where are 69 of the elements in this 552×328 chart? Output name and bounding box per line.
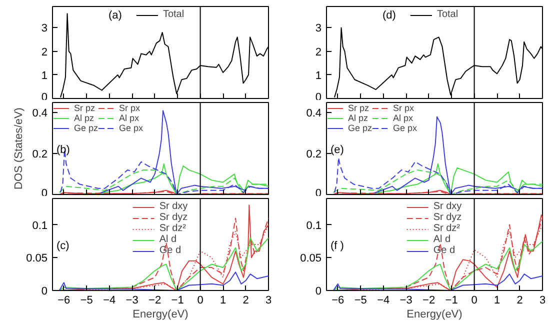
legend-label: Sr dyz — [159, 212, 188, 223]
x-tick-label: −3 — [400, 294, 412, 306]
x-tick-label: −6 — [332, 294, 344, 306]
x-tick-label: −1 — [171, 294, 184, 306]
annotation: (c) — [56, 240, 70, 252]
legend-label: Ge pz — [348, 123, 372, 133]
legend-label: Ge px — [119, 123, 144, 133]
legend-label: Ge d — [159, 245, 182, 256]
y-tick-label: 0.1 — [32, 220, 48, 232]
x-tick-label: −2 — [422, 294, 436, 306]
y-tick-label: 0.05 — [26, 252, 48, 265]
legend-label: Al px — [119, 113, 140, 123]
x-tick-label: −6 — [58, 294, 70, 306]
legend-label: Ge pz — [74, 123, 98, 133]
legend-label: Sr dxy — [433, 201, 462, 212]
x-tick-label: 2 — [516, 294, 523, 306]
x-tick-label: 1 — [220, 294, 226, 306]
legend-label: Sr dyz — [433, 212, 462, 223]
annotation: (d) — [382, 10, 396, 22]
annotation: (b) — [56, 144, 70, 156]
y-tick-label: 1 — [41, 70, 48, 82]
x-tick-label: 0 — [471, 294, 478, 306]
legend-label: Al pz — [348, 113, 368, 123]
y-tick-label: 3 — [315, 22, 322, 35]
x-tick-label: −3 — [126, 294, 138, 306]
legend-label: Sr px — [119, 103, 140, 113]
y-tick-label: 0.4 — [306, 108, 322, 120]
x-tick-label: 0 — [197, 294, 204, 306]
x-tick-label: −4 — [377, 294, 390, 306]
legend-label: Sr dz² — [159, 223, 186, 234]
legend-label: Al d — [433, 234, 452, 245]
y-tick-label: 3 — [41, 22, 48, 35]
x-tick-label: −1 — [445, 294, 458, 306]
legend-label: Sr pz — [74, 103, 96, 113]
legend-label: Total — [162, 9, 184, 20]
y-tick-label: 0.1 — [306, 220, 322, 232]
y-tick-label: 0 — [41, 286, 48, 298]
y-tick-label: 0 — [315, 286, 322, 298]
annotation: (f ) — [330, 240, 344, 252]
annotation: (a) — [108, 10, 122, 22]
x-tick-label: 1 — [494, 294, 500, 306]
legend-label: Sr dz² — [433, 223, 460, 234]
x-tick-label: −5 — [354, 294, 367, 306]
x-tick-label: 3 — [265, 294, 272, 306]
x-axis-title: Energy(eV) — [132, 308, 188, 320]
y-tick-label: 0.05 — [300, 252, 322, 265]
x-tick-label: −4 — [103, 294, 116, 306]
x-tick-label: −2 — [148, 294, 162, 306]
y-tick-label: 0.2 — [306, 148, 322, 161]
legend-label: Sr dxy — [159, 201, 188, 212]
x-tick-label: −5 — [80, 294, 93, 306]
x-axis-title: Energy(eV) — [406, 308, 462, 320]
legend-label: Ge d — [433, 245, 456, 256]
legend-label: Al pz — [74, 113, 94, 123]
y-tick-label: 0.4 — [32, 108, 48, 120]
legend-label: Total — [436, 9, 458, 20]
y-axis-title: DOS (States/eV) — [13, 108, 26, 190]
legend-label: Ge px — [393, 123, 418, 133]
y-tick-label: 0.2 — [32, 148, 48, 161]
legend-label: Sr px — [393, 103, 414, 113]
legend-label: Al d — [159, 234, 178, 245]
legend-label: Sr pz — [348, 103, 370, 113]
y-tick-label: 1 — [315, 70, 322, 82]
annotation: (e) — [330, 144, 344, 156]
x-tick-label: 3 — [539, 294, 546, 306]
y-tick-label: 2 — [41, 46, 48, 58]
legend-label: Al px — [393, 113, 414, 123]
x-tick-label: 2 — [242, 294, 249, 306]
y-tick-label: 2 — [315, 46, 322, 58]
